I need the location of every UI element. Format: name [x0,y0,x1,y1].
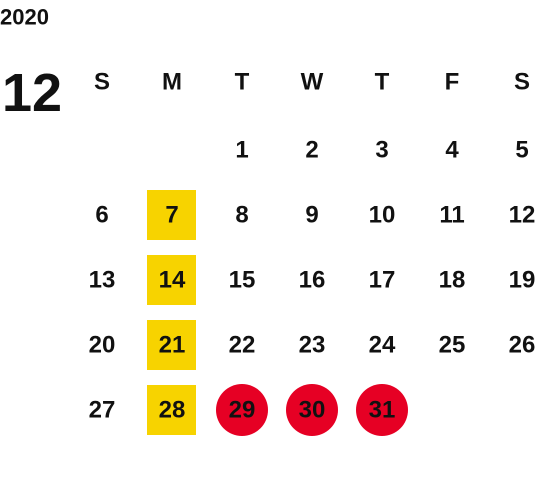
day-number: 5 [515,137,528,164]
closed-day-marker [356,384,408,436]
day-number: 4 [445,137,459,164]
day-number: 15 [229,267,256,294]
day-number: 24 [369,332,396,359]
weekday-label: S [514,69,530,96]
day-number: 27 [89,397,116,424]
day-number: 21 [159,332,186,359]
day-number: 11 [439,202,464,229]
day-number: 12 [509,202,536,229]
day-number: 28 [159,397,186,424]
day-number: 10 [369,202,396,229]
year: 2020 [0,5,49,30]
day-number: 20 [89,332,116,359]
holiday-highlight [147,320,196,370]
day-number: 6 [95,202,108,229]
day-number: 19 [509,267,536,294]
holiday-highlight [147,190,196,240]
day-number: 22 [229,332,256,359]
closed-day-marker [286,384,338,436]
weekday-label: S [94,69,110,96]
holiday-highlight [147,385,196,435]
weekday-label: W [301,69,324,96]
day-number: 30 [299,397,326,424]
day-number: 18 [439,267,466,294]
day-number: 16 [299,267,326,294]
weekday-label: T [235,69,250,96]
day-number: 3 [375,137,388,164]
day-number: 13 [89,267,116,294]
day-number: 2 [305,137,318,164]
day-number: 25 [439,332,466,359]
month: 12 [2,63,62,123]
day-number: 8 [235,202,248,229]
day-number: 14 [159,267,186,294]
day-number: 17 [369,267,396,294]
day-number: 29 [229,397,256,424]
holiday-highlight [147,255,196,305]
day-number: 23 [299,332,326,359]
day-number: 7 [165,202,178,229]
closed-day-marker [216,384,268,436]
day-number: 26 [509,332,536,359]
day-number: 31 [369,397,396,424]
weekday-label: T [375,69,390,96]
weekday-label: F [445,69,460,96]
day-number: 1 [235,137,248,164]
weekday-label: M [162,69,182,96]
day-number: 9 [305,202,318,229]
